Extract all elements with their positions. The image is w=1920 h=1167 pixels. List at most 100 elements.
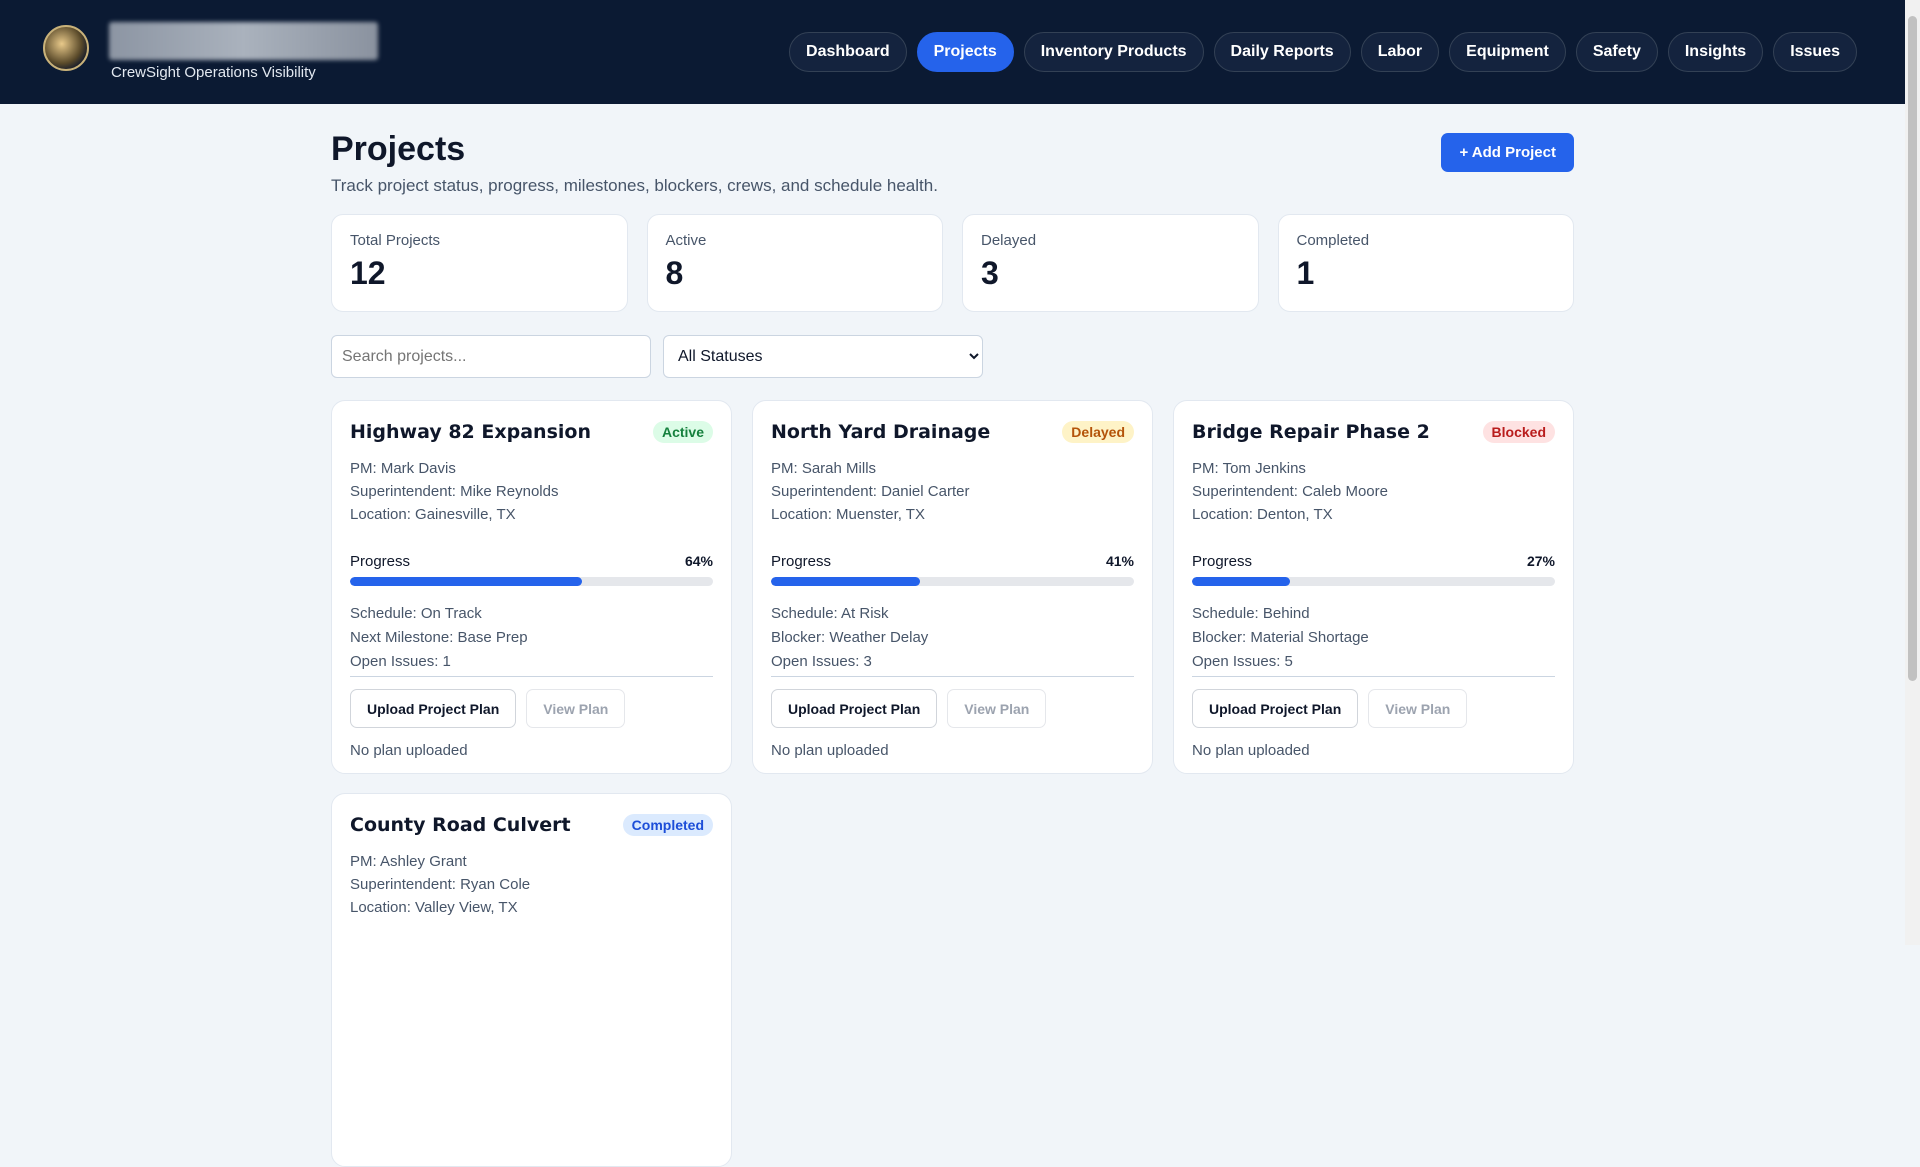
card-actions: Upload Project Plan View Plan [350,689,713,728]
blurred-brand [109,22,378,60]
nav-button[interactable]: Insights [1667,32,1764,72]
project-card: Highway 82 Expansion Active PM: Mark Davis… [331,400,732,774]
project-info: Location: Gainesville, TX [350,506,516,523]
progress-value: 41% [1105,553,1134,569]
stat-label: Active [665,232,707,249]
progress-value: 27% [1526,553,1555,569]
scrollbar[interactable] [1905,0,1920,945]
view-plan-button[interactable]: View Plan [1368,689,1468,728]
nav-button[interactable]: Safety [1575,32,1658,72]
project-info: PM: Sarah Mills [771,460,877,477]
plan-status: No plan uploaded [1192,742,1310,759]
progress-label: Progress [771,553,832,570]
nav-button[interactable]: Labor [1360,32,1440,72]
upload-plan-button[interactable]: Upload Project Plan [771,689,938,728]
project-detail: Open Issues: 5 [1192,653,1293,670]
nav-button[interactable]: Daily Reports [1213,32,1351,72]
stat-value: 12 [350,255,386,291]
card-header: North Yard Drainage Delayed [771,421,1134,443]
progress-fill [1192,577,1290,586]
project-detail: Blocker: Weather Delay [771,629,929,646]
status-badge: Blocked [1482,421,1555,443]
project-info: Location: Denton, TX [1192,506,1333,523]
project-info: Superintendent: Ryan Cole [350,876,531,893]
status-badge: Active [652,421,713,443]
project-card: County Road Culvert Completed PM: Ashley G… [331,793,732,1167]
nav-button[interactable]: Dashboard [789,32,907,72]
status-badge: Delayed [1062,421,1134,443]
logo[interactable] [43,25,89,71]
project-info: Superintendent: Daniel Carter [771,483,970,500]
stat-card: Active 8 [646,214,943,312]
plan-status: No plan uploaded [350,742,468,759]
project-info: Superintendent: Caleb Moore [1192,483,1388,500]
nav-button[interactable]: Equipment [1449,32,1566,72]
project-grid: Highway 82 Expansion Active PM: Mark Davis… [331,400,1574,1167]
project-detail: Open Issues: 3 [771,653,872,670]
view-plan-button[interactable]: View Plan [947,689,1047,728]
view-plan-button[interactable]: View Plan [526,689,626,728]
progress-fill [771,577,920,586]
progress-row: Progress 41% [771,553,1134,570]
stat-label: Total Projects [350,232,441,249]
project-detail: Schedule: On Track [350,605,482,622]
upload-plan-button[interactable]: Upload Project Plan [350,689,517,728]
progress-track [1192,577,1555,586]
stat-card: Delayed 3 [962,214,1259,312]
project-detail: Blocker: Material Shortage [1192,629,1369,646]
upload-plan-button[interactable]: Upload Project Plan [1192,689,1359,728]
card-actions: Upload Project Plan View Plan [1192,689,1555,728]
progress-label: Progress [350,553,411,570]
project-info: PM: Tom Jenkins [1192,460,1306,477]
progress-fill [350,577,583,586]
nav-button[interactable]: Issues [1773,32,1857,72]
project-info: PM: Mark Davis [350,460,456,477]
project-info: Superintendent: Mike Reynolds [350,483,559,500]
card-header: County Road Culvert Completed [350,814,713,836]
progress-track [771,577,1134,586]
card-header: Highway 82 Expansion Active [350,421,713,443]
project-card: North Yard Drainage Delayed PM: Sarah Mill… [752,400,1153,774]
progress-label: Progress [1192,553,1253,570]
project-name: County Road Culvert [350,814,571,836]
stat-value: 8 [665,255,684,291]
progress-row: Progress 27% [1192,553,1555,570]
scroll-thumb[interactable] [1908,16,1917,681]
project-detail: Open Issues: 1 [350,653,451,670]
project-info: Location: Valley View, TX [350,899,518,916]
stat-value: 1 [1296,255,1315,291]
page-subtitle: Track project status, progress, mileston… [331,176,938,195]
stat-label: Completed [1296,232,1370,249]
project-info: PM: Ashley Grant [350,853,467,870]
nav-button[interactable]: Projects [916,32,1014,72]
divider [771,676,1134,677]
nav-button[interactable]: Inventory Products [1023,32,1204,72]
search-input[interactable] [331,335,651,378]
project-name: North Yard Drainage [771,421,991,443]
card-header: Bridge Repair Phase 2 Blocked [1192,421,1555,443]
stat-card: Total Projects 12 [331,214,628,312]
divider [1192,676,1555,677]
plan-status: No plan uploaded [771,742,889,759]
add-project-button[interactable]: + Add Project [1441,133,1574,172]
progress-track [350,577,713,586]
project-detail: Schedule: At Risk [771,605,889,622]
header: CrewSight Operations Visibility Dashboar… [0,0,1905,104]
project-name: Highway 82 Expansion [350,421,591,443]
stat-card: Completed 1 [1277,214,1574,312]
project-detail: Next Milestone: Base Prep [350,629,528,646]
filters: All Statuses [331,335,983,378]
divider [350,676,713,677]
stat-label: Delayed [981,232,1037,249]
nav: Dashboard Projects Inventory Products Daily… [789,32,1857,72]
stat-value: 3 [981,255,999,291]
project-info: Location: Muenster, TX [771,506,925,523]
brand-subtitle: CrewSight Operations Visibility [111,64,316,81]
status-select[interactable]: All Statuses [663,335,983,378]
page-title: Projects [331,130,466,168]
status-badge: Completed [622,814,713,836]
progress-value: 64% [684,553,713,569]
card-actions: Upload Project Plan View Plan [771,689,1134,728]
project-detail: Schedule: Behind [1192,605,1310,622]
